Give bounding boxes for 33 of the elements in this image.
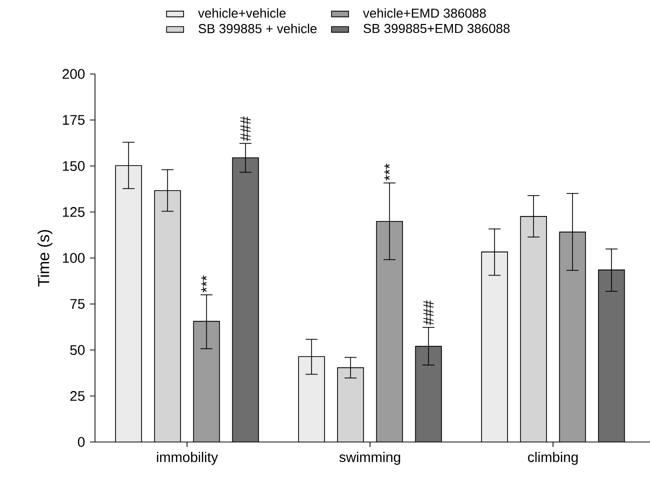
legend-label: SB 399885+EMD 386088 — [364, 24, 510, 34]
data-label: ### — [423, 300, 434, 326]
y-tick-label: 175 — [62, 115, 85, 125]
legend-label: vehicle+vehicle — [198, 8, 286, 18]
y-axis-title: Time (s) — [38, 230, 52, 287]
y-tick-label: 100 — [62, 253, 85, 263]
bar — [416, 346, 442, 442]
x-tick-label: climbing — [528, 452, 578, 465]
x-tick-label: swimming — [339, 452, 400, 465]
x-tick-label: immobility — [156, 452, 218, 465]
bar — [376, 221, 403, 442]
y-tick-label: 75 — [70, 299, 85, 309]
bar — [338, 368, 364, 442]
bar — [194, 321, 220, 442]
y-tick-label: 0 — [78, 437, 85, 447]
legend-label: vehicle+EMD 386088 — [363, 8, 486, 18]
bar — [154, 190, 181, 442]
y-tick-label: 50 — [70, 345, 85, 355]
bar — [559, 232, 586, 442]
legend-label: SB 399885 + vehicle — [198, 24, 317, 34]
bar — [598, 270, 625, 442]
bar — [481, 252, 508, 442]
data-label: *** — [201, 275, 207, 292]
y-tick-label: 200 — [62, 69, 85, 79]
y-tick-label: 150 — [62, 161, 85, 171]
data-label: ### — [240, 116, 251, 142]
bar — [116, 166, 142, 442]
bar — [298, 356, 325, 442]
bar — [232, 158, 258, 442]
y-tick-label: 25 — [70, 391, 85, 401]
bar — [520, 216, 547, 442]
y-tick-label: 125 — [62, 207, 85, 217]
data-label: *** — [384, 164, 390, 180]
